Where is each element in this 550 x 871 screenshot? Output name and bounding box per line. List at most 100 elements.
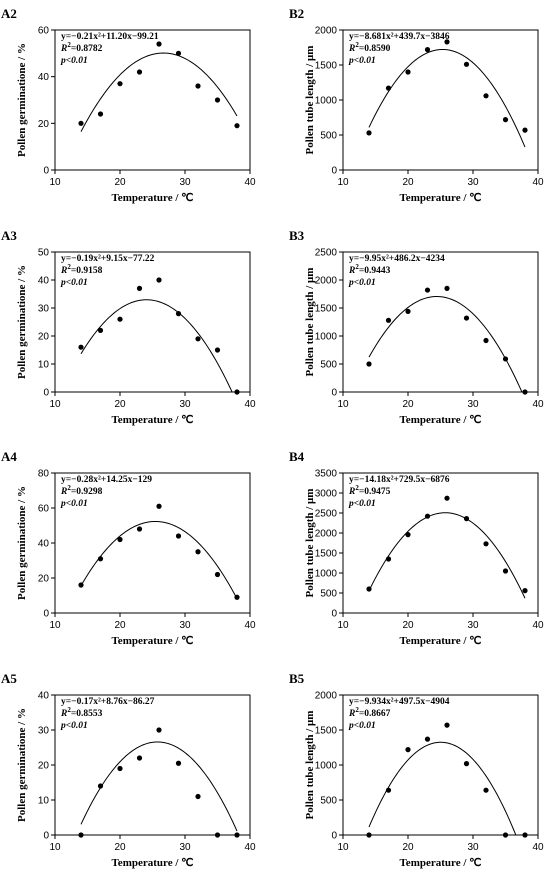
y-axis-title: Pollen tube length / μm [304,46,316,155]
data-point [234,389,240,395]
y-tick-label: 20 [38,761,50,772]
y-tick-label: 2000 [315,276,338,287]
r-squared: R2=0.8782 [60,41,103,54]
data-point [424,736,431,742]
y-tick-label: 500 [320,796,337,807]
x-tick-label: 30 [179,399,191,410]
data-point [136,69,143,75]
plot-frame [342,472,539,614]
data-point [136,755,143,761]
fit-curve [368,741,517,835]
data-point [156,41,162,47]
x-tick-label: 30 [467,177,479,188]
data-point [385,556,392,562]
data-point [366,361,372,367]
r-squared-symbol: R [60,44,67,54]
x-axis-title: Temperature / ℃ [399,192,481,204]
x-axis-title: Temperature / ℃ [111,635,193,647]
y-tick-label: 0 [43,831,49,842]
x-axis-title: Temperature / ℃ [111,414,193,426]
x-axis-title: Temperature / ℃ [399,857,481,869]
data-point [463,61,470,67]
y-tick-label: 1000 [315,569,338,580]
r-squared: R2=0.9158 [60,263,103,276]
fit-curve [368,512,526,599]
y-tick-label: 1500 [315,61,338,72]
p-value: p<0.01 [348,56,376,66]
data-point [78,832,84,838]
plot-frame [54,29,251,171]
r-squared-value: =0.8590 [359,44,391,54]
x-tick-label: 10 [337,620,349,631]
x-tick-label: 30 [179,842,191,853]
x-tick-label: 10 [49,620,61,631]
r-squared-exponent: 2 [67,706,71,714]
r-squared-value: =0.9475 [359,487,391,497]
y-axis-title: Pollen tube length / μm [304,268,316,377]
data-point [195,83,201,89]
r-squared-exponent: 2 [67,41,71,49]
y-tick-label: 0 [331,388,337,399]
y-tick-label: 60 [38,26,50,37]
data-point [405,69,411,75]
x-tick-label: 10 [49,177,61,188]
data-point [97,556,104,562]
y-axis-title: Pollen germinatione / % [16,486,28,600]
y-tick-label: 3500 [315,469,338,480]
y-tick-label: 80 [38,469,50,480]
p-value: p<0.01 [60,499,88,509]
x-tick-label: 20 [114,399,126,410]
y-axis-title: Pollen germinatione / % [16,708,28,822]
data-point [97,327,104,333]
data-point [175,760,182,766]
r-squared-exponent: 2 [355,41,359,49]
y-tick-label: 1000 [315,332,338,343]
data-point [97,111,104,117]
y-tick-label: 40 [38,72,50,83]
panel-label: A3 [1,228,17,243]
data-point [136,526,143,532]
fit-equation: y=−0.21x²+11.20x−99.21 [61,32,159,42]
r-squared-symbol: R [348,487,355,497]
x-tick-label: 20 [114,842,126,853]
x-tick-label: 30 [467,620,479,631]
data-point [175,50,182,56]
data-point [502,568,509,574]
fit-equation: y=−0.28x²+14.25x−129 [61,475,152,485]
x-tick-label: 40 [244,399,256,410]
x-tick-label: 10 [337,399,349,410]
data-point [366,130,372,136]
data-point [97,783,104,789]
x-tick-label: 40 [532,842,544,853]
p-value: p<0.01 [348,499,376,509]
data-point [117,765,123,772]
fit-equation: y=−0.19x²+9.15x−77.22 [61,254,155,264]
r-squared-value: =0.8553 [71,709,103,719]
x-tick-label: 10 [49,399,61,410]
y-axis-title: Pollen germinatione / % [16,43,28,157]
r-squared: R2=0.9443 [348,263,391,276]
plot-frame [54,251,251,393]
fit-curve [80,520,238,599]
data-point [366,832,372,838]
y-tick-label: 1000 [315,761,338,772]
y-tick-label: 0 [331,831,337,842]
r-squared-symbol: R [348,266,355,276]
data-point [463,516,470,522]
data-point [214,97,221,103]
y-tick-label: 0 [43,609,49,620]
y-axis-title: Pollen tube length / μm [304,711,316,820]
x-tick-label: 30 [179,177,191,188]
x-axis-title: Temperature / ℃ [111,192,193,204]
r-squared-exponent: 2 [355,263,359,271]
x-tick-label: 10 [337,842,349,853]
data-point [78,344,84,350]
r-squared-exponent: 2 [355,484,359,492]
y-tick-label: 20 [38,119,50,130]
y-axis-title: Pollen germinatione / % [16,265,28,379]
